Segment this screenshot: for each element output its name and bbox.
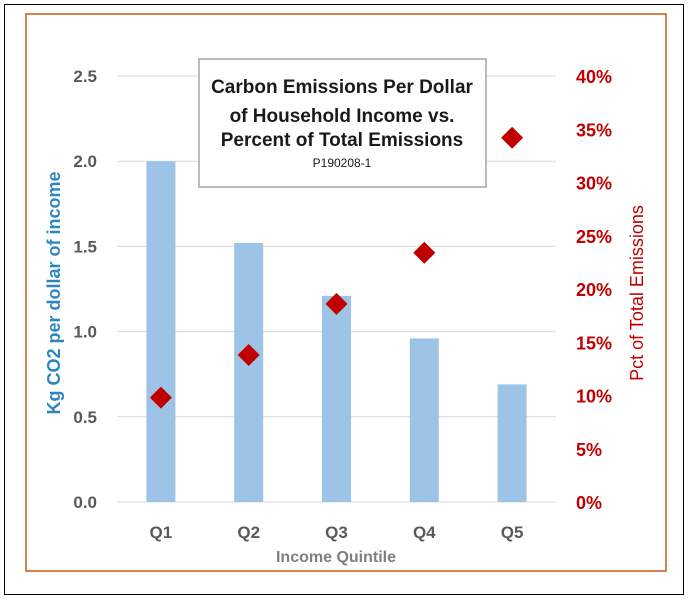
y2-tick-label: 40% (576, 67, 612, 87)
bar-q5 (497, 384, 527, 502)
y-tick-label: 0.5 (73, 408, 97, 427)
y2-axis-title: Pct of Total Emissions (627, 205, 647, 381)
marker-q5 (501, 126, 524, 149)
x-tick-label: Q1 (150, 523, 173, 542)
chart-title-line-1: Carbon Emissions Per Dollar (211, 77, 473, 98)
y2-tick-label: 35% (576, 120, 612, 140)
left-axis-ticks: 0.0 0.5 1.0 1.5 2.0 2.5 (73, 67, 97, 512)
chart-title-line-3: Percent of Total Emissions (221, 130, 463, 151)
marker-q3 (325, 292, 348, 315)
x-axis-title: Income Quintile (276, 549, 396, 566)
chart-title-line-2: of Household Income vs. (230, 106, 455, 127)
chart-subtitle: P190208-1 (313, 156, 372, 170)
marker-q1 (149, 386, 172, 409)
x-tick-label: Q5 (501, 523, 524, 542)
bar-q1 (146, 161, 176, 502)
y-tick-label: 0.0 (73, 493, 97, 512)
y-tick-label: 1.0 (73, 323, 97, 342)
y2-tick-label: 0% (576, 493, 602, 513)
marker-q2 (237, 344, 260, 367)
y2-tick-label: 15% (576, 333, 612, 353)
bars (146, 161, 527, 502)
y2-tick-label: 5% (576, 440, 602, 460)
x-tick-label: Q3 (325, 523, 348, 542)
x-tick-label: Q2 (237, 523, 260, 542)
x-tick-label: Q4 (413, 523, 436, 542)
y-tick-label: 2.5 (73, 67, 97, 86)
chart-frame (25, 13, 667, 572)
chart-title-box: Carbon Emissions Per Dollar of Household… (198, 58, 487, 188)
x-axis-ticks: Q1 Q2 Q3 Q4 Q5 (150, 523, 524, 542)
y-tick-label: 2.0 (73, 152, 97, 171)
bar-q3 (322, 295, 351, 502)
marker-q4 (413, 241, 436, 264)
bar-q2 (234, 242, 264, 502)
markers (149, 126, 524, 409)
right-axis-ticks: 0% 5% 10% 15% 20% 25% 30% 35% 40% (576, 67, 612, 513)
y2-tick-label: 10% (576, 387, 612, 407)
y2-tick-label: 30% (576, 174, 612, 194)
y2-tick-label: 25% (576, 227, 612, 247)
bar-q4 (409, 338, 439, 502)
y-tick-label: 1.5 (73, 237, 97, 256)
y-axis-title: Kg CO2 per dollar of income (44, 171, 64, 414)
y2-tick-label: 20% (576, 280, 612, 300)
